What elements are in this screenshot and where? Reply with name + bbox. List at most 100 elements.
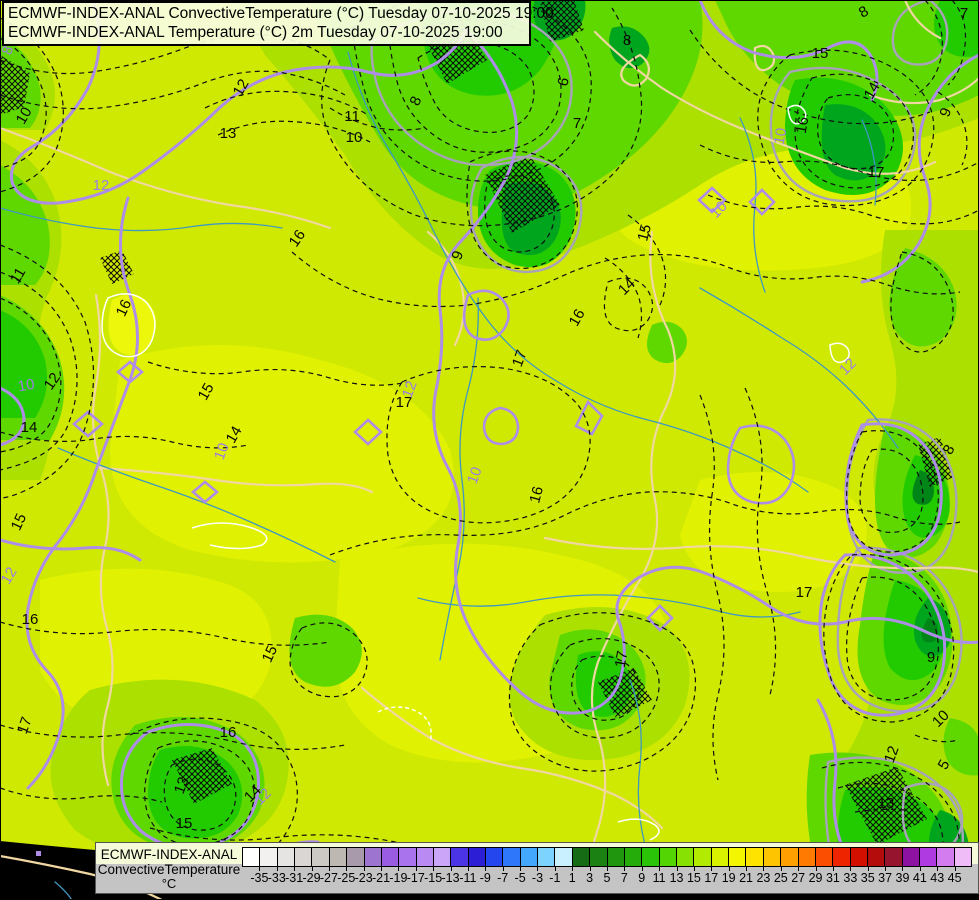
convective-contour-label: 12 <box>881 744 903 765</box>
colorbar-cell <box>589 847 608 867</box>
colorbar-tickmark <box>589 867 591 871</box>
colorbar-cell <box>919 847 938 867</box>
colorbar-cell <box>728 847 747 867</box>
temperature-contour-label: 12 <box>399 379 421 400</box>
colorbar-tick-label: 3 <box>586 871 594 885</box>
colorbar-cell <box>380 847 400 867</box>
convective-contour-label: 7 <box>960 5 968 22</box>
colorbar-cell <box>502 847 521 867</box>
colorbar-tick-label: -5 <box>514 871 526 885</box>
colorbar-tickmark <box>554 867 556 871</box>
colorbar-cell <box>537 847 556 867</box>
colorbar-tick-label: 33 <box>843 871 858 885</box>
convective-contour-label: 11 <box>344 108 360 125</box>
colorbar-tick-label: 1 <box>568 871 576 885</box>
colorbar-cell <box>571 847 591 867</box>
colorbar-cell <box>866 847 886 867</box>
colorbar-tick-label: 29 <box>808 871 823 885</box>
colorbar-cell <box>398 847 417 867</box>
colorbar-cell <box>294 847 313 867</box>
colorbar-tick-label: -1 <box>549 871 561 885</box>
colorbar-tickmark <box>259 867 261 871</box>
colorbar-tick-label: -19 <box>389 871 408 885</box>
colorbar-tickmark <box>850 867 852 871</box>
convective-contour-label: 14 <box>861 79 884 102</box>
colorbar-cells <box>242 847 973 867</box>
convective-contour-label: 13 <box>878 795 895 812</box>
convective-contour-label: 16 <box>566 306 589 329</box>
convective-contour-label: 17 <box>612 650 632 669</box>
colorbar-tick-label: 19 <box>721 871 736 885</box>
colorbar-cell <box>814 847 834 867</box>
colorbar-cell <box>901 847 921 867</box>
colorbar-tickmark <box>641 867 643 871</box>
colorbar-tick-label: -3 <box>531 871 544 885</box>
colorbar-tick-label: 41 <box>912 871 927 885</box>
colorbar-tick-label: 5 <box>603 871 611 885</box>
colorbar-tickmark <box>780 867 782 871</box>
colorbar-tick-label: 43 <box>930 871 945 885</box>
colorbar-tickmark <box>346 867 348 871</box>
colorbar-tickmark <box>728 867 730 871</box>
convective-contour-label: 10 <box>13 104 36 127</box>
colorbar-tickmark <box>607 867 608 871</box>
colorbar-cell <box>346 847 365 867</box>
colorbar-cell <box>884 847 903 867</box>
legend-units-label: °C <box>161 876 177 891</box>
colorbar-tick-label: -23 <box>354 871 373 885</box>
legend-box: ECMWF-INDEX-ANAL ConvectiveTemperature °… <box>95 842 979 894</box>
colorbar-cell <box>936 847 955 867</box>
colorbar-tickmark <box>659 867 661 871</box>
colorbar-cell <box>623 847 643 867</box>
legend-model-label: ECMWF-INDEX-ANAL <box>100 847 238 862</box>
colorbar-tick-label: 31 <box>825 871 840 885</box>
colorbar-tickmark <box>885 867 887 871</box>
colorbar-cell <box>276 847 296 867</box>
colorbar-cell <box>953 847 973 867</box>
convective-contour-label: 11 <box>7 265 30 287</box>
convective-contour-label: 17 <box>14 715 36 736</box>
convective-contour-label: 17 <box>868 164 885 181</box>
colorbar-cell <box>693 847 712 867</box>
colorbar-tickmark <box>763 867 765 871</box>
colorbar-tick-label: 7 <box>620 871 628 885</box>
legend-label-block: ECMWF-INDEX-ANAL ConvectiveTemperature °… <box>96 843 242 893</box>
convective-contour-label: 15 <box>634 223 655 244</box>
colorbar-tickmark <box>919 867 921 871</box>
colorbar-tick-label: -31 <box>285 871 304 885</box>
title-line-convective: ECMWF-INDEX-ANAL ConvectiveTemperature (… <box>8 5 554 22</box>
colorbar-cell <box>780 847 799 867</box>
convective-contour-label: 7 <box>573 115 581 132</box>
colorbar-tickmark <box>467 867 469 871</box>
convective-contour-label: 10 <box>346 129 363 146</box>
colorbar-cell <box>242 847 261 867</box>
convective-contour-label: 8 <box>623 32 631 49</box>
colorbar-cell <box>554 847 573 867</box>
colorbar-tick-label: -15 <box>424 871 443 885</box>
colorbar-cell <box>415 847 434 867</box>
colorbar-cell <box>519 847 539 867</box>
legend-parameter-label: ConvectiveTemperature <box>97 862 241 877</box>
temperature-contour-label: 10 <box>464 465 486 486</box>
colorbar-cell <box>363 847 382 867</box>
colorbar-tick-label: 45 <box>947 871 962 885</box>
colorbar-tick-label: -9 <box>479 871 491 885</box>
colorbar-tick-label: 17 <box>704 871 719 885</box>
colorbar-tick-label: -33 <box>267 871 286 885</box>
convective-contour-label: 17 <box>396 394 413 411</box>
colorbar-cell <box>485 847 504 867</box>
colorbar-tick-label: 13 <box>669 871 684 885</box>
colorbar-tickmark <box>381 867 383 871</box>
convective-contour-label: 16 <box>22 611 39 628</box>
convective-contour-label: 16 <box>220 724 237 741</box>
colorbar-tickmark <box>937 867 939 871</box>
colorbar-cell <box>311 847 330 867</box>
colorbar-tickmark <box>294 867 296 871</box>
colorbar-tick-label: -25 <box>337 871 356 885</box>
convective-contour-label: 16 <box>793 116 813 135</box>
colorbar-tick-label: 21 <box>739 871 753 885</box>
colorbar-tickmark <box>502 867 504 871</box>
colorbar-tickmark <box>450 867 452 871</box>
colorbar-cell <box>832 847 851 867</box>
colorbar-tickmark <box>311 867 313 871</box>
